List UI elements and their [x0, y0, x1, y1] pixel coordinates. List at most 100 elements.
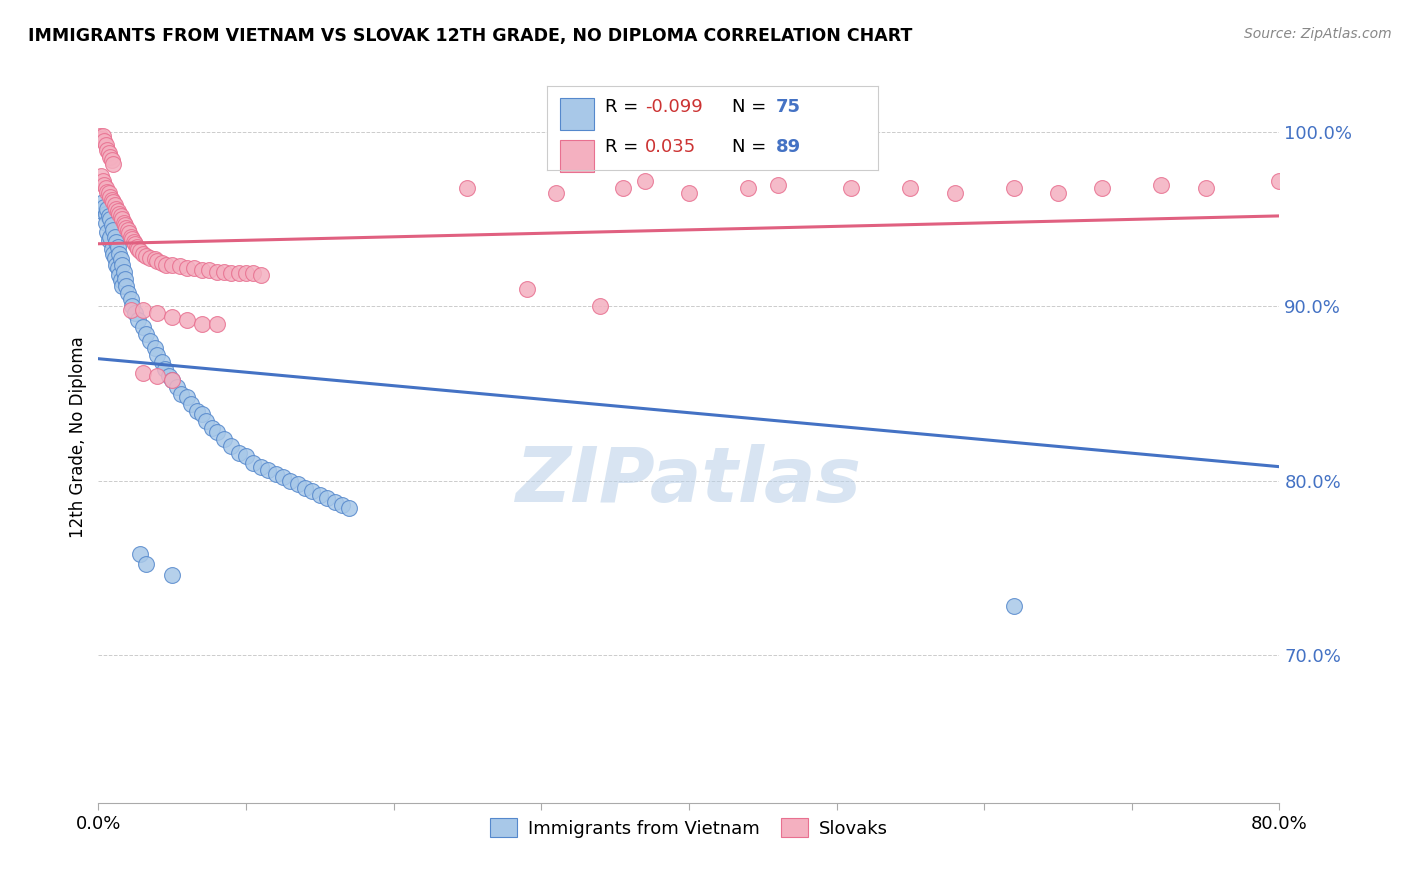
- Point: [90, 203, 112, 218]
- Point: [111, 278, 134, 293]
- Point: [94, 216, 117, 230]
- Point: [176, 261, 198, 276]
- Point: [195, 414, 218, 428]
- Text: IMMIGRANTS FROM VIETNAM VS SLOVAK 12TH GRADE, NO DIPLOMA CORRELATION CHART: IMMIGRANTS FROM VIETNAM VS SLOVAK 12TH G…: [28, 27, 912, 45]
- Point: [107, 240, 129, 254]
- Point: [125, 240, 148, 254]
- Point: [96, 202, 118, 216]
- Point: [135, 558, 157, 572]
- Point: [212, 265, 235, 279]
- Point: [100, 193, 122, 207]
- Point: [766, 178, 789, 192]
- Point: [228, 266, 250, 280]
- Point: [93, 200, 115, 214]
- Point: [107, 203, 129, 218]
- Text: ZIPatlas: ZIPatlas: [516, 444, 862, 518]
- Point: [100, 153, 122, 168]
- Point: [91, 194, 114, 209]
- Point: [111, 212, 134, 227]
- Point: [176, 313, 198, 327]
- Point: [280, 474, 302, 488]
- Point: [114, 271, 136, 285]
- Point: [98, 212, 121, 227]
- Point: [128, 244, 150, 258]
- Point: [127, 242, 149, 256]
- Point: [96, 143, 118, 157]
- Point: [250, 268, 273, 282]
- Point: [112, 265, 135, 279]
- Point: [104, 251, 127, 265]
- Point: [287, 477, 309, 491]
- Point: [191, 408, 214, 422]
- Point: [1268, 174, 1291, 188]
- Point: [212, 432, 235, 446]
- Point: [589, 300, 612, 314]
- Point: [103, 247, 125, 261]
- Point: [117, 223, 139, 237]
- Point: [191, 263, 214, 277]
- Point: [100, 242, 122, 256]
- Point: [110, 273, 132, 287]
- Point: [115, 278, 138, 293]
- Text: Source: ZipAtlas.com: Source: ZipAtlas.com: [1244, 27, 1392, 41]
- Point: [201, 421, 224, 435]
- Point: [264, 467, 287, 481]
- Point: [118, 227, 141, 241]
- Point: [221, 439, 243, 453]
- Point: [257, 463, 280, 477]
- Point: [93, 134, 115, 148]
- Point: [132, 247, 155, 261]
- Point: [516, 282, 538, 296]
- Point: [112, 216, 135, 230]
- Point: [89, 128, 111, 143]
- Point: [900, 181, 922, 195]
- Point: [108, 207, 131, 221]
- Point: [1313, 186, 1336, 201]
- Point: [205, 425, 228, 439]
- Point: [139, 334, 162, 349]
- Point: [271, 470, 294, 484]
- Point: [162, 567, 183, 582]
- Point: [242, 266, 264, 280]
- Point: [135, 249, 157, 263]
- Point: [114, 218, 136, 232]
- Point: [162, 373, 183, 387]
- Point: [1046, 186, 1070, 201]
- Point: [943, 186, 966, 201]
- Point: [191, 317, 214, 331]
- Point: [124, 306, 146, 320]
- Point: [121, 231, 143, 245]
- Point: [132, 302, 155, 317]
- Point: [90, 132, 112, 146]
- Point: [91, 128, 114, 143]
- Point: [124, 236, 146, 251]
- Point: [221, 266, 243, 280]
- Point: [105, 235, 128, 249]
- Point: [108, 268, 131, 282]
- Point: [678, 186, 700, 201]
- Point: [105, 202, 128, 216]
- Point: [103, 156, 125, 170]
- Point: [103, 194, 125, 209]
- Point: [143, 341, 166, 355]
- Point: [93, 178, 115, 192]
- Point: [186, 404, 208, 418]
- Point: [94, 137, 117, 152]
- Point: [108, 247, 131, 261]
- Point: [139, 251, 162, 265]
- Point: [634, 174, 657, 188]
- Point: [150, 355, 173, 369]
- Point: [97, 209, 120, 223]
- Point: [228, 446, 250, 460]
- Legend: Immigrants from Vietnam, Slovaks: Immigrants from Vietnam, Slovaks: [482, 811, 896, 845]
- Point: [96, 225, 118, 239]
- Point: [115, 221, 138, 235]
- Point: [162, 310, 183, 324]
- Point: [457, 181, 479, 195]
- Point: [1091, 181, 1114, 195]
- Point: [132, 366, 155, 380]
- Point: [121, 300, 143, 314]
- Point: [146, 306, 169, 320]
- Point: [183, 261, 205, 276]
- Point: [294, 481, 316, 495]
